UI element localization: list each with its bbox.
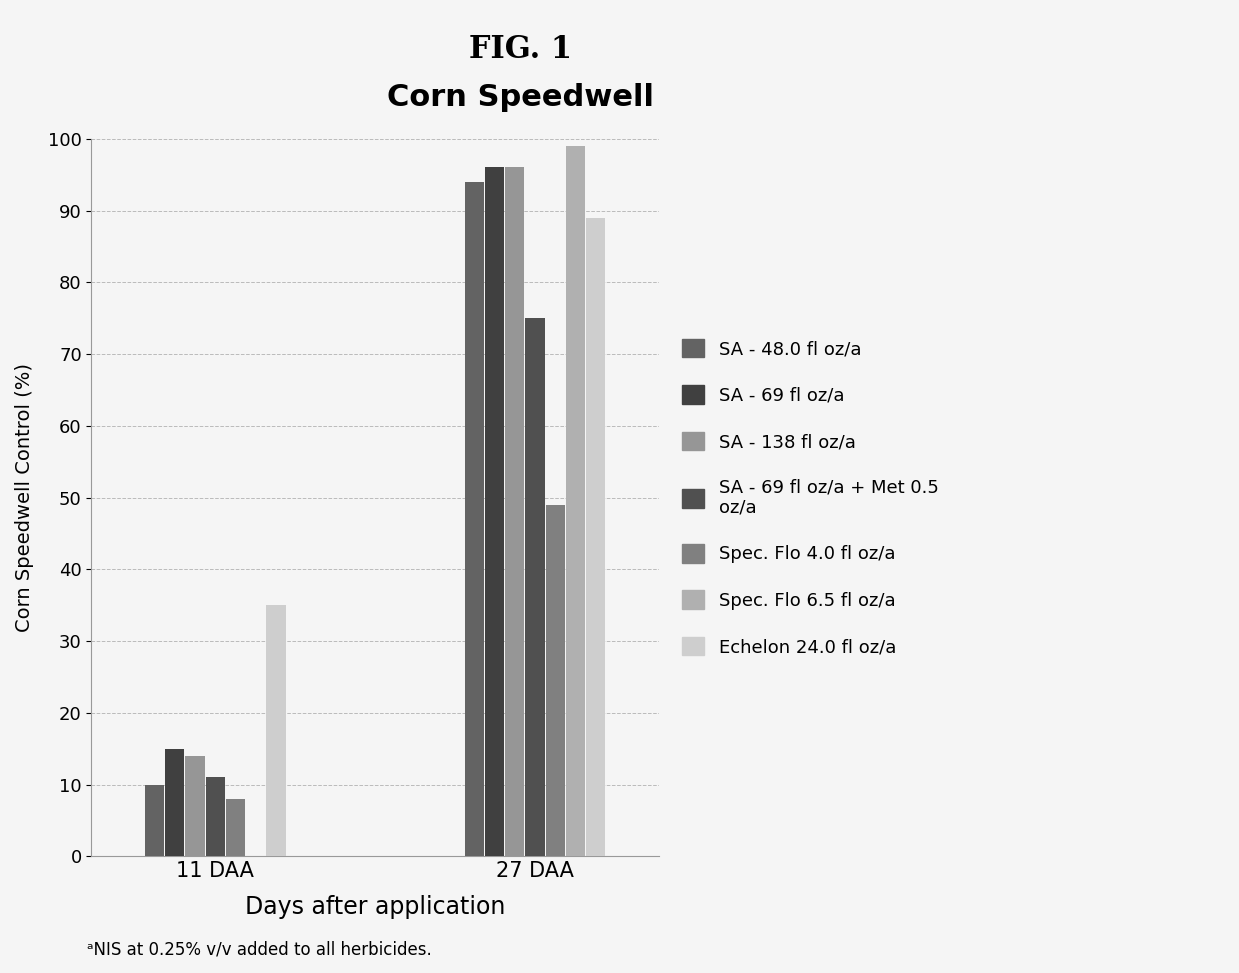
Text: FIG. 1: FIG. 1 bbox=[468, 34, 572, 65]
Bar bbox=[206, 777, 224, 856]
Bar bbox=[586, 218, 606, 856]
Bar bbox=[566, 146, 585, 856]
Y-axis label: Corn Speedwell Control (%): Corn Speedwell Control (%) bbox=[15, 363, 33, 632]
Bar bbox=[545, 505, 565, 856]
Bar bbox=[266, 605, 285, 856]
Bar bbox=[145, 784, 164, 856]
Bar bbox=[484, 167, 504, 856]
Bar bbox=[225, 799, 245, 856]
Bar bbox=[465, 182, 484, 856]
X-axis label: Days after application: Days after application bbox=[245, 895, 506, 919]
Bar bbox=[525, 318, 545, 856]
Bar bbox=[506, 167, 524, 856]
Text: ᵃNIS at 0.25% v/v added to all herbicides.: ᵃNIS at 0.25% v/v added to all herbicide… bbox=[87, 941, 431, 958]
Bar bbox=[165, 748, 185, 856]
Text: Corn Speedwell: Corn Speedwell bbox=[387, 83, 654, 112]
Legend: SA - 48.0 fl oz/a, SA - 69 fl oz/a, SA - 138 fl oz/a, SA - 69 fl oz/a + Met 0.5
: SA - 48.0 fl oz/a, SA - 69 fl oz/a, SA -… bbox=[674, 330, 948, 666]
Bar bbox=[186, 756, 204, 856]
